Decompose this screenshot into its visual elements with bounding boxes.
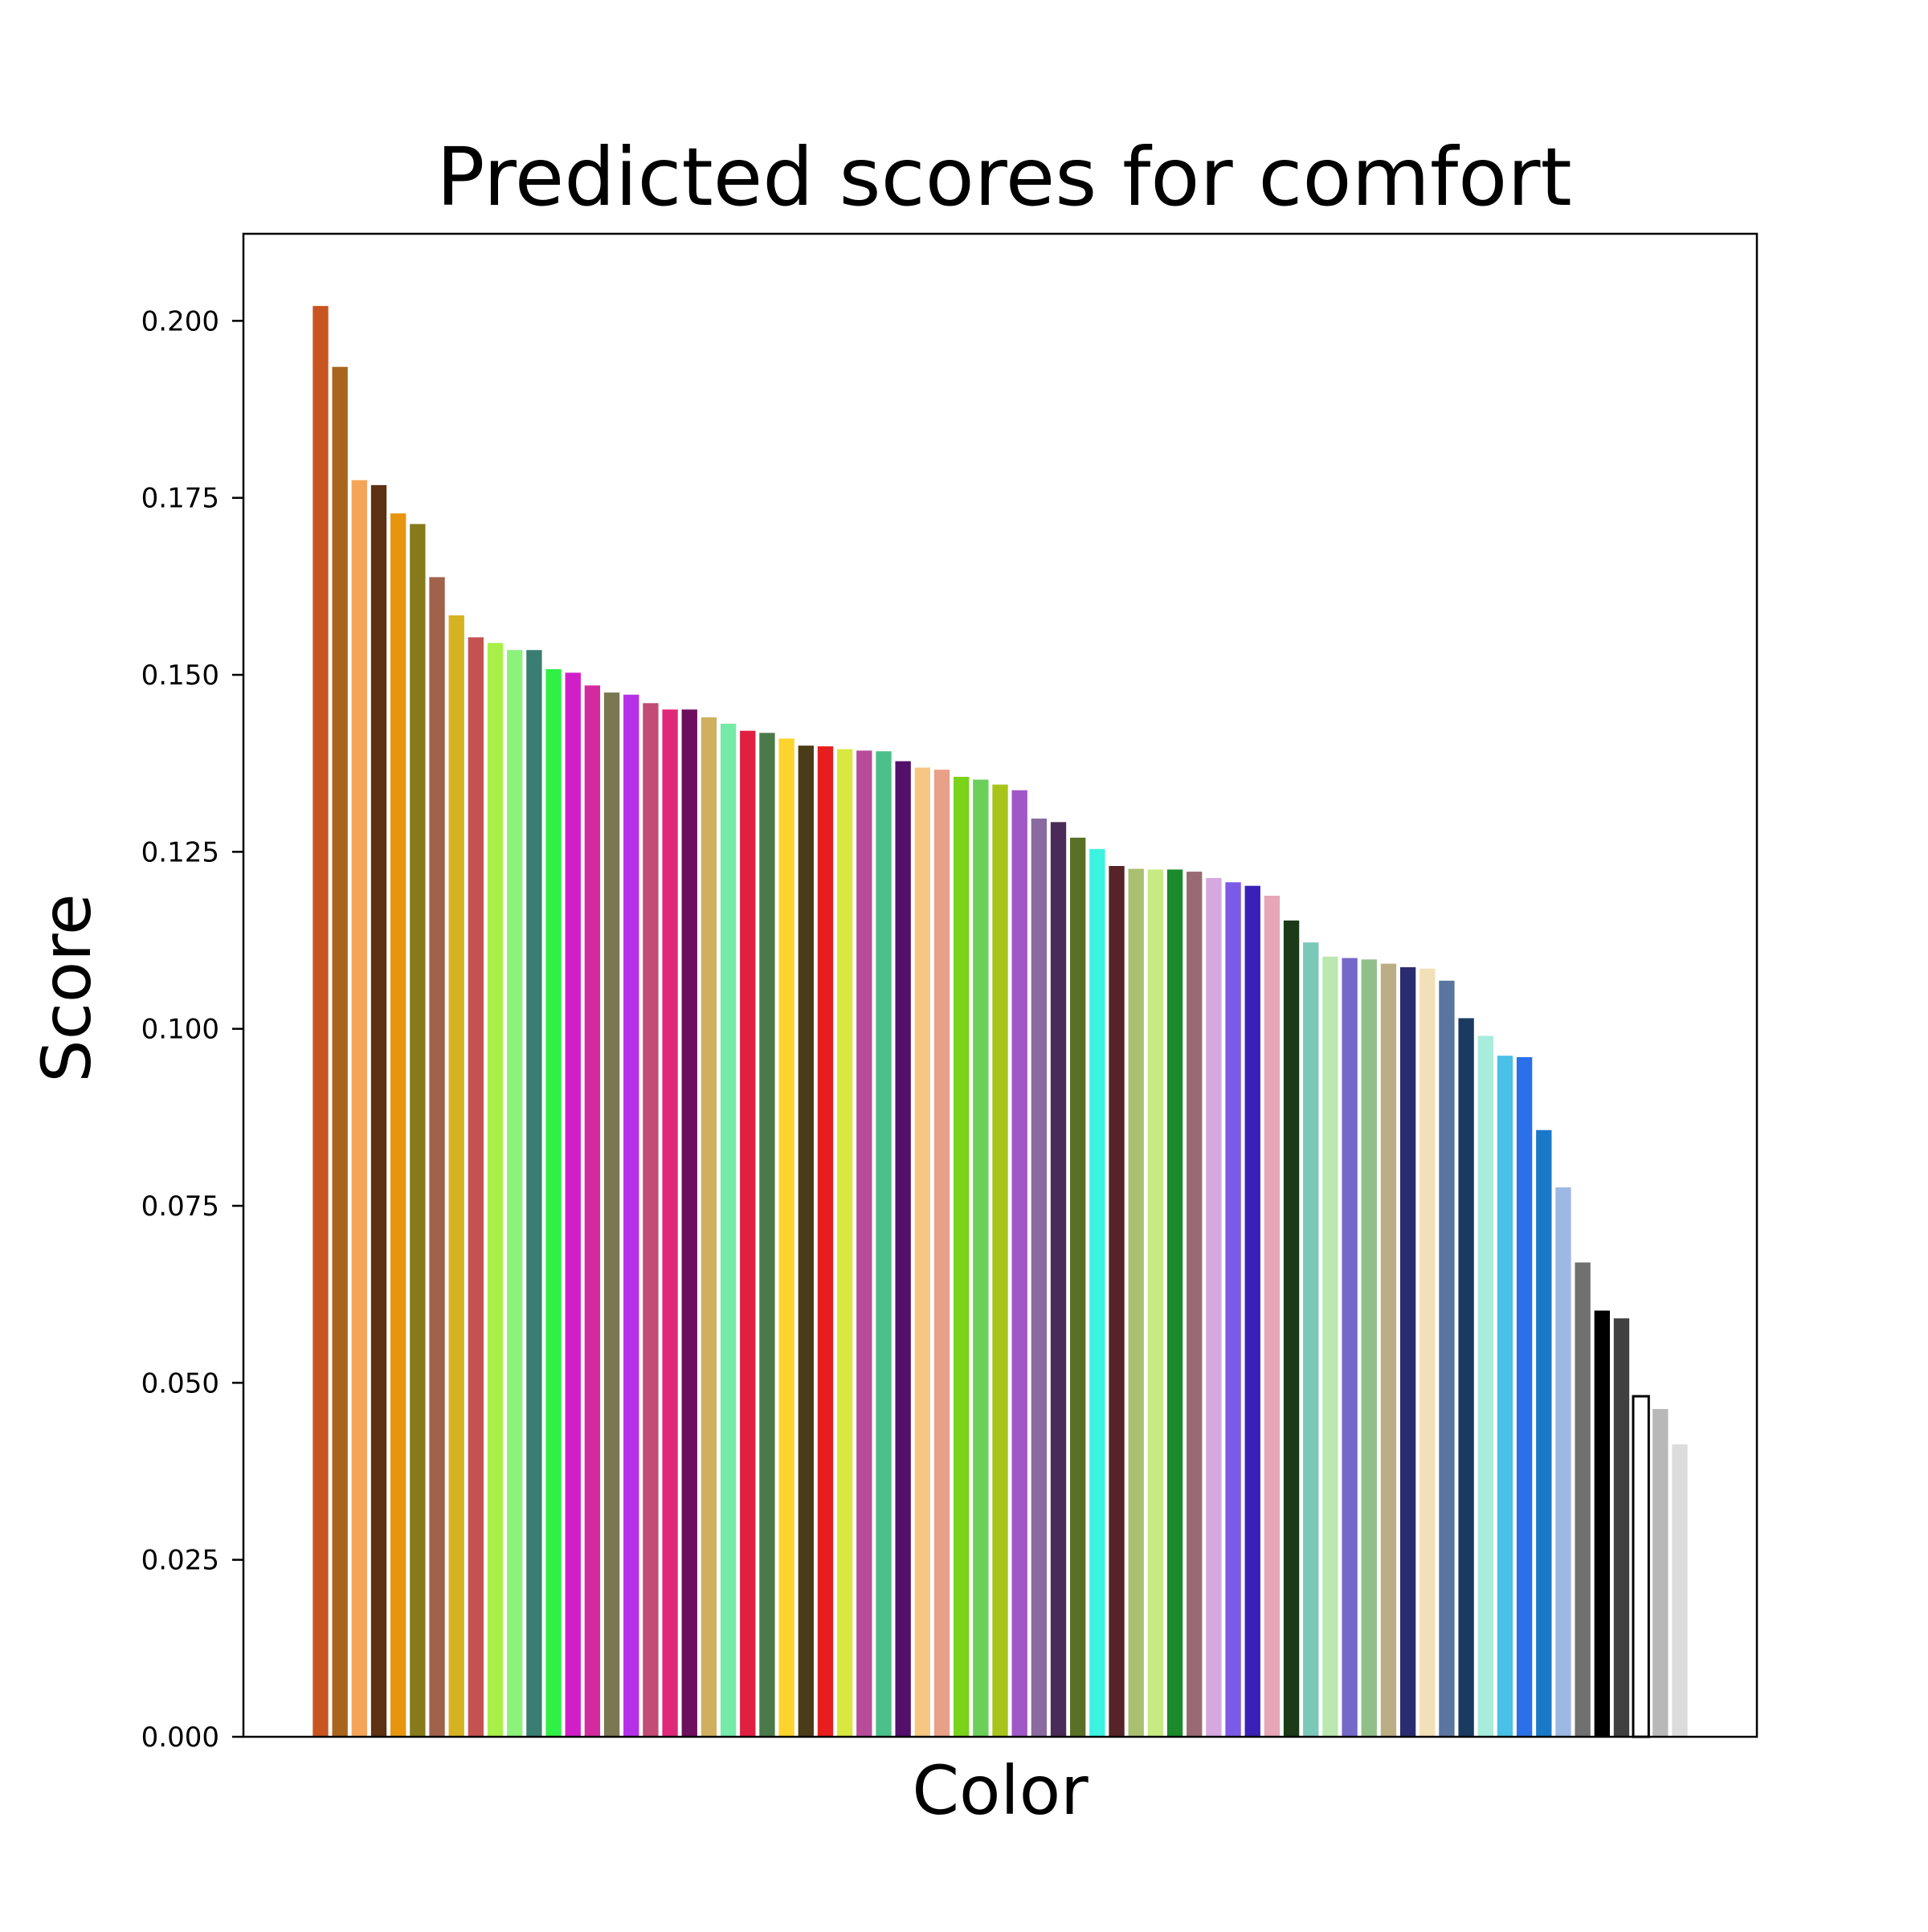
bar-3	[351, 480, 368, 1738]
axes-frame	[242, 232, 1758, 1738]
y-tick-label: 0.000	[141, 1722, 219, 1754]
bar-61	[1477, 1035, 1493, 1737]
bar-47	[1206, 877, 1222, 1737]
bar-52	[1303, 942, 1319, 1737]
bar-12	[526, 650, 542, 1738]
y-tick-label: 0.175	[141, 483, 219, 515]
bar-30	[876, 751, 892, 1737]
bar-27	[817, 746, 834, 1737]
bar-31	[895, 761, 911, 1737]
bar-11	[507, 650, 523, 1738]
bar-46	[1187, 872, 1203, 1737]
bar-1	[312, 305, 329, 1737]
bar-24	[759, 733, 775, 1737]
bar-39	[1050, 822, 1067, 1737]
y-tick-label: 0.100	[141, 1014, 219, 1046]
bar-48	[1225, 882, 1241, 1737]
bar-16	[603, 692, 620, 1737]
bar-54	[1342, 958, 1358, 1737]
bar-37	[1011, 790, 1027, 1738]
bar-9	[468, 637, 484, 1737]
bar-63	[1516, 1056, 1533, 1737]
bar-18	[643, 703, 659, 1737]
bar-40	[1070, 837, 1086, 1737]
bar-13	[545, 669, 562, 1737]
bar-33	[933, 770, 950, 1737]
bar-38	[1031, 818, 1048, 1738]
bar-15	[584, 685, 601, 1737]
bar-59	[1439, 980, 1455, 1737]
bar-55	[1361, 959, 1377, 1737]
bar-25	[778, 738, 794, 1737]
bar-26	[798, 745, 814, 1738]
y-tick-label: 0.125	[141, 836, 219, 868]
x-axis-label: Color	[912, 1751, 1089, 1830]
bar-41	[1089, 848, 1105, 1737]
bar-68	[1613, 1318, 1630, 1737]
bar-51	[1283, 920, 1300, 1737]
bar-62	[1497, 1056, 1513, 1737]
bar-6	[410, 524, 426, 1737]
bar-71	[1672, 1444, 1688, 1737]
bar-4	[370, 484, 387, 1737]
chart-title: Predicted scores for comfort	[436, 130, 1571, 224]
bar-23	[740, 730, 756, 1738]
y-tick-label: 0.025	[141, 1545, 219, 1577]
bar-34	[953, 776, 970, 1738]
bar-29	[856, 750, 872, 1737]
bar-20	[681, 709, 697, 1737]
bar-19	[662, 709, 678, 1737]
y-axis: 0.000 0.025 0.050 0.075 0.100 0.125 0.150 0.175…	[141, 305, 243, 1754]
bar-70	[1652, 1408, 1669, 1737]
bar-35	[973, 779, 989, 1737]
bar-36	[992, 784, 1008, 1737]
bar-66	[1575, 1262, 1591, 1737]
bar-17	[623, 694, 639, 1737]
bar-14	[565, 672, 581, 1738]
bar-2	[332, 366, 348, 1738]
bar-7	[429, 577, 445, 1738]
bar-67	[1594, 1310, 1610, 1737]
bar-8	[448, 615, 464, 1737]
bar-44	[1147, 869, 1164, 1737]
bar-64	[1536, 1129, 1552, 1737]
bar-45	[1166, 869, 1183, 1737]
y-tick-label: 0.150	[141, 660, 219, 692]
bar-21	[701, 717, 717, 1738]
y-axis-label: Score	[27, 893, 106, 1082]
bar-28	[836, 749, 853, 1737]
bar-69	[1632, 1395, 1650, 1738]
bar-42	[1109, 866, 1125, 1737]
y-tick-label: 0.200	[141, 305, 219, 337]
bar-56	[1380, 963, 1397, 1737]
plot-area	[312, 305, 1688, 1738]
y-tick-label: 0.050	[141, 1367, 219, 1399]
bar-57	[1399, 967, 1416, 1737]
bar-58	[1419, 968, 1436, 1737]
bar-65	[1555, 1187, 1571, 1737]
bar-50	[1264, 896, 1281, 1737]
bar-49	[1244, 885, 1260, 1737]
bar-43	[1128, 868, 1144, 1737]
y-tick-label: 0.075	[141, 1191, 219, 1223]
bar-53	[1322, 956, 1338, 1737]
bar-32	[914, 767, 930, 1737]
bar-22	[720, 723, 737, 1737]
bar-60	[1458, 1018, 1474, 1737]
bar-10	[487, 643, 504, 1737]
bar-5	[390, 513, 406, 1737]
